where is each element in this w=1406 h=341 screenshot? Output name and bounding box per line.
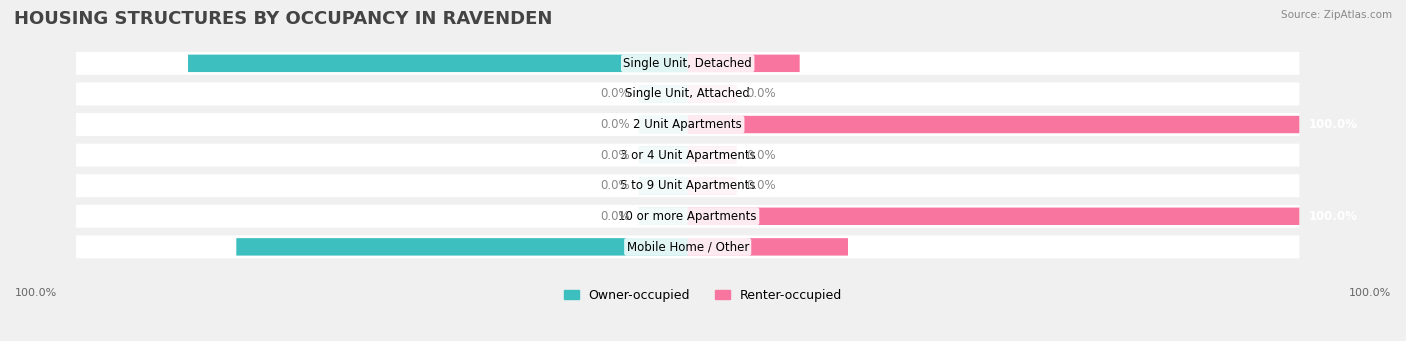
FancyBboxPatch shape [76, 113, 1299, 136]
FancyBboxPatch shape [638, 85, 688, 103]
FancyBboxPatch shape [76, 174, 1299, 197]
Text: 5 to 9 Unit Apartments: 5 to 9 Unit Apartments [620, 179, 755, 192]
Text: 100.0%: 100.0% [15, 288, 58, 298]
FancyBboxPatch shape [688, 55, 800, 72]
Text: 0.0%: 0.0% [600, 179, 630, 192]
Text: 3 or 4 Unit Apartments: 3 or 4 Unit Apartments [620, 149, 755, 162]
Text: 2 Unit Apartments: 2 Unit Apartments [633, 118, 742, 131]
Text: 0.0%: 0.0% [600, 149, 630, 162]
Text: 100.0%: 100.0% [1309, 118, 1357, 131]
Text: 100.0%: 100.0% [1309, 210, 1357, 223]
Text: 10 or more Apartments: 10 or more Apartments [619, 210, 756, 223]
FancyBboxPatch shape [688, 85, 737, 103]
Text: 0.0%: 0.0% [600, 210, 630, 223]
FancyBboxPatch shape [236, 238, 688, 256]
Text: 0.0%: 0.0% [600, 87, 630, 101]
FancyBboxPatch shape [638, 208, 688, 225]
FancyBboxPatch shape [688, 146, 737, 164]
Text: Single Unit, Attached: Single Unit, Attached [626, 87, 751, 101]
FancyBboxPatch shape [638, 146, 688, 164]
Text: HOUSING STRUCTURES BY OCCUPANCY IN RAVENDEN: HOUSING STRUCTURES BY OCCUPANCY IN RAVEN… [14, 10, 553, 28]
Text: 0.0%: 0.0% [600, 118, 630, 131]
Legend: Owner-occupied, Renter-occupied: Owner-occupied, Renter-occupied [558, 284, 848, 307]
FancyBboxPatch shape [188, 55, 688, 72]
FancyBboxPatch shape [688, 177, 737, 194]
Text: 100.0%: 100.0% [1348, 288, 1391, 298]
FancyBboxPatch shape [688, 238, 848, 256]
Text: 73.8%: 73.8% [187, 240, 228, 253]
FancyBboxPatch shape [688, 116, 1299, 133]
FancyBboxPatch shape [76, 52, 1299, 75]
FancyBboxPatch shape [638, 177, 688, 194]
Text: 26.2%: 26.2% [858, 240, 898, 253]
FancyBboxPatch shape [76, 144, 1299, 167]
Text: 81.7%: 81.7% [138, 57, 179, 70]
Text: 0.0%: 0.0% [745, 179, 776, 192]
FancyBboxPatch shape [76, 235, 1299, 258]
Text: Source: ZipAtlas.com: Source: ZipAtlas.com [1281, 10, 1392, 20]
FancyBboxPatch shape [76, 83, 1299, 105]
Text: 0.0%: 0.0% [745, 149, 776, 162]
FancyBboxPatch shape [76, 205, 1299, 228]
FancyBboxPatch shape [638, 116, 688, 133]
Text: 18.3%: 18.3% [808, 57, 849, 70]
Text: Mobile Home / Other: Mobile Home / Other [627, 240, 749, 253]
Text: 0.0%: 0.0% [745, 87, 776, 101]
FancyBboxPatch shape [688, 208, 1299, 225]
Text: Single Unit, Detached: Single Unit, Detached [623, 57, 752, 70]
